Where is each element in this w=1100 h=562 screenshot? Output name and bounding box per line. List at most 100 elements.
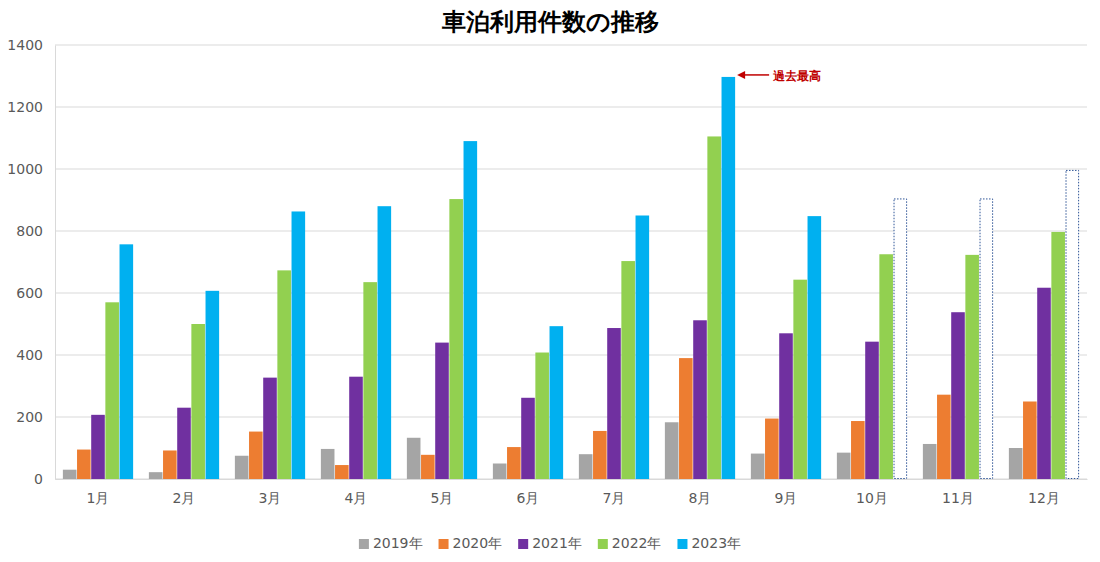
bar — [177, 408, 191, 479]
x-tick: 4月 — [345, 490, 368, 506]
y-tick: 800 — [16, 223, 55, 239]
y-tick-label: 200 — [16, 409, 43, 425]
bar — [665, 422, 679, 479]
grid-line — [55, 45, 1087, 46]
y-tick: 200 — [16, 409, 55, 425]
legend-swatch — [677, 539, 687, 549]
bar — [421, 455, 435, 479]
x-tick: 3月 — [259, 490, 282, 506]
x-tick: 9月 — [775, 490, 798, 506]
legend-label: 2023年 — [691, 535, 741, 551]
x-tick-label: 12月 — [1028, 490, 1060, 506]
x-tick-label: 8月 — [689, 490, 712, 506]
y-axis-line — [55, 46, 56, 480]
legend-label: 2021年 — [532, 535, 582, 551]
bar-series — [120, 77, 1079, 479]
bar-series — [105, 136, 1065, 479]
x-tick-label: 5月 — [431, 490, 454, 506]
x-tick: 5月 — [431, 490, 454, 506]
bar — [779, 333, 793, 479]
bar — [837, 453, 851, 479]
bar — [693, 320, 707, 479]
grid — [55, 45, 1087, 479]
grid-line — [55, 107, 1087, 108]
x-tick: 12月 — [1028, 490, 1060, 506]
projected-bar — [894, 199, 907, 479]
bar — [277, 270, 291, 479]
bar — [206, 291, 220, 479]
x-axis: 1月2月3月4月5月6月7月8月9月10月11月12月 — [56, 480, 1088, 506]
legend-item: 2020年 — [439, 535, 503, 551]
x-tick-label: 11月 — [942, 490, 974, 506]
bar — [321, 449, 335, 479]
y-tick: 0 — [34, 471, 55, 487]
bar — [493, 464, 507, 480]
annotation: 過去最高 — [737, 69, 821, 83]
y-tick-label: 1200 — [7, 99, 43, 115]
bar — [363, 282, 377, 479]
x-tick: 8月 — [689, 490, 712, 506]
legend-item: 2022年 — [598, 535, 662, 551]
y-tick-label: 0 — [34, 471, 43, 487]
bar — [535, 353, 549, 479]
bar — [593, 431, 607, 479]
y-tick: 1000 — [7, 161, 55, 177]
projected-bar — [1066, 170, 1079, 478]
bar — [1051, 232, 1065, 479]
legend-item: 2023年 — [677, 535, 741, 551]
bar — [965, 255, 979, 479]
legend-swatch — [359, 539, 369, 549]
bar — [63, 470, 77, 479]
annotation-arrow — [743, 74, 769, 76]
bar — [120, 244, 134, 479]
bar — [607, 328, 621, 479]
bar — [292, 211, 306, 479]
bar — [808, 216, 822, 479]
bar — [1023, 402, 1037, 480]
grid-line — [55, 231, 1087, 232]
x-tick: 2月 — [173, 490, 196, 506]
legend-label: 2022年 — [612, 535, 662, 551]
legend-swatch — [518, 539, 528, 549]
bar — [507, 447, 521, 479]
bar — [937, 395, 951, 479]
x-tick-label: 2月 — [173, 490, 196, 506]
legend-item: 2021年 — [518, 535, 582, 551]
x-tick: 6月 — [517, 490, 540, 506]
x-tick-label: 1月 — [87, 490, 110, 506]
bar — [349, 377, 363, 479]
bar — [263, 378, 277, 479]
legend: 2019年 2020年 2021年 2022年 2023年 — [359, 535, 741, 551]
bar — [435, 343, 449, 479]
bar — [923, 444, 937, 479]
y-tick-label: 400 — [16, 347, 43, 363]
y-tick-label: 600 — [16, 285, 43, 301]
plot: 02004006008001000120014001月2月3月4月5月6月7月8… — [7, 37, 1087, 506]
bar — [249, 432, 263, 479]
bar — [1009, 448, 1023, 479]
y-tick: 1200 — [7, 99, 55, 115]
legend-label: 2019年 — [373, 535, 423, 551]
bar — [951, 312, 965, 479]
x-tick-label: 6月 — [517, 490, 540, 506]
x-tick: 11月 — [942, 490, 974, 506]
bar — [1037, 288, 1051, 479]
bar — [765, 419, 779, 479]
grid-line — [55, 169, 1087, 170]
bar — [163, 450, 177, 479]
bar — [105, 302, 119, 479]
bar — [579, 454, 593, 479]
bar — [464, 141, 478, 479]
bar — [865, 342, 879, 479]
x-tick-label: 3月 — [259, 490, 282, 506]
chart: 車泊利用件数の推移02004006008001000120014001月2月3月… — [0, 0, 1100, 562]
bar — [707, 136, 721, 479]
bar — [851, 421, 865, 479]
bar — [793, 280, 807, 479]
projected-bar — [980, 199, 993, 479]
legend-swatch — [598, 539, 608, 549]
x-tick-label: 4月 — [345, 490, 368, 506]
bar — [407, 438, 421, 479]
bar — [751, 454, 765, 479]
bar — [335, 465, 349, 479]
